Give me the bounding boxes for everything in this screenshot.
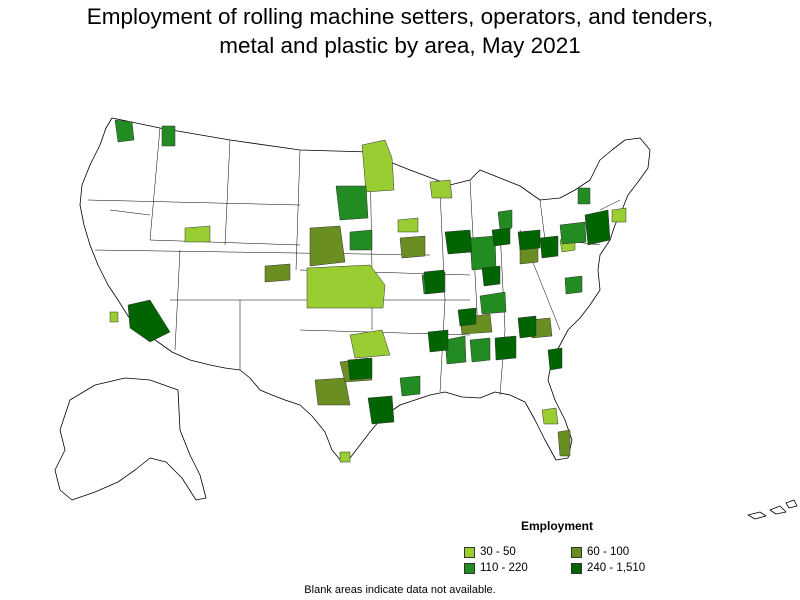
legend-title: Employment: [521, 519, 594, 533]
hawaii-island-2: [769, 505, 787, 515]
area-charlotte: [517, 315, 537, 339]
area-los-angeles: [127, 299, 171, 343]
area-michigan: [497, 209, 513, 231]
hawaii-island-3: [785, 499, 798, 509]
map-title: Employment of rolling machine setters, o…: [0, 2, 800, 60]
area-houston: [367, 395, 395, 425]
area-atlanta: [494, 335, 517, 361]
area-iowa: [399, 235, 426, 259]
area-pennsylvania: [559, 221, 587, 245]
legend-label: 60 - 100: [587, 546, 630, 558]
area-new-york-city: [584, 209, 611, 246]
area-pittsburgh: [539, 235, 559, 259]
area-cleveland: [517, 229, 541, 251]
area-washington: [114, 119, 135, 143]
legend-swatch: [464, 546, 475, 558]
area-maine: [577, 187, 591, 205]
title-line-1: Employment of rolling machine setters, o…: [86, 4, 714, 29]
legend-item-240-1510: 240 - 1,510: [571, 562, 645, 574]
area-florida-west: [541, 407, 559, 425]
area-texas-west: [314, 377, 351, 406]
legend-swatch: [571, 562, 582, 574]
area-texas-south: [339, 451, 351, 463]
area-california-central: [109, 311, 119, 323]
area-nashville: [457, 307, 477, 327]
alaska-outline: [54, 377, 207, 501]
area-new-york-north: [611, 207, 627, 223]
legend-swatch: [571, 546, 582, 558]
area-louisiana: [399, 375, 421, 397]
area-michigan-south: [491, 227, 511, 247]
area-south-dakota: [349, 229, 373, 251]
area-kansas: [306, 264, 386, 309]
legend-item-110-220: 110 - 220: [464, 562, 528, 574]
area-kentucky-west: [481, 265, 501, 287]
area-florida-east: [557, 429, 571, 457]
area-oklahoma-east: [349, 329, 391, 359]
legend-label: 30 - 50: [480, 546, 516, 558]
legend-item-60-100: 60 - 100: [571, 546, 629, 558]
area-virginia-south: [564, 275, 583, 295]
area-washington-east: [161, 125, 176, 147]
area-minnesota: [335, 185, 369, 221]
hawaii-island-1: [747, 511, 767, 520]
area-memphis: [427, 329, 449, 353]
area-minnesota-south: [397, 217, 419, 233]
title-line-2: metal and plastic by area, May 2021: [219, 33, 581, 58]
legend-swatch: [464, 562, 475, 574]
area-alabama: [444, 335, 467, 365]
legend-label: 240 - 1,510: [587, 562, 646, 574]
area-north-dakota-east: [361, 139, 395, 193]
legend-label: 110 - 220: [480, 562, 528, 574]
area-colorado: [264, 263, 291, 283]
area-south-carolina: [547, 347, 563, 371]
area-indiana: [469, 235, 497, 271]
area-wisconsin-north: [429, 179, 453, 199]
area-kentucky: [479, 291, 507, 315]
area-nebraska-colorado: [309, 225, 346, 267]
footnote: Blank areas indicate data not available.: [304, 584, 496, 596]
legend-item-30-50: 30 - 50: [464, 546, 516, 558]
area-dallas: [347, 357, 373, 381]
area-chicago: [444, 229, 473, 255]
area-georgia: [469, 337, 491, 363]
area-idaho-south: [184, 225, 211, 243]
area-st-louis: [423, 269, 445, 295]
